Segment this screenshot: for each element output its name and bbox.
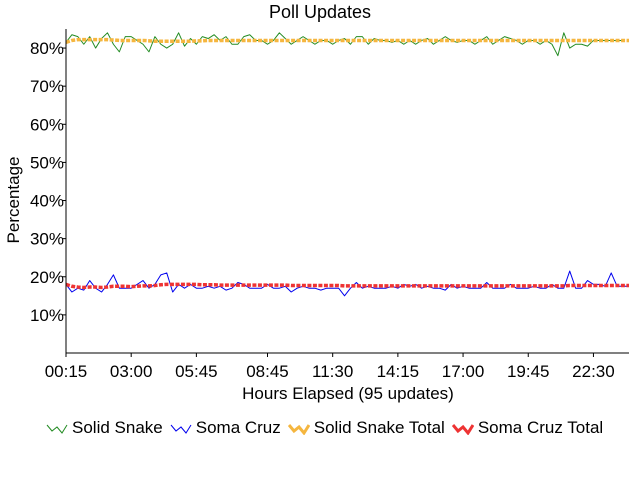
- x-ticks: 00:15 03:00 05:45 08:45 11:30 14:15 17:00 19:45…: [45, 353, 615, 381]
- legend: Solid Snake Soma Cruz Solid Snake Total …: [46, 418, 610, 438]
- legend-label: Soma Cruz Total: [477, 418, 604, 437]
- legend-label: Solid Snake Total: [313, 418, 445, 437]
- x-tick-label: 05:45: [175, 362, 218, 381]
- orange-line-icon: [287, 424, 310, 435]
- series-line-solid-snake-total: [65, 37, 629, 45]
- red-line-icon: [451, 424, 474, 435]
- legend-item-soma-cruz: Soma Cruz: [170, 418, 281, 438]
- series-layer: [65, 32, 629, 297]
- x-tick-label: 00:15: [45, 362, 88, 381]
- blue-line-icon: [170, 424, 192, 434]
- x-tick-label: 14:15: [377, 362, 420, 381]
- x-tick-label: 19:45: [507, 362, 550, 381]
- y-axis-label: Percentage: [4, 157, 23, 244]
- green-line-icon: [46, 424, 68, 434]
- x-tick-label: 03:00: [110, 362, 153, 381]
- series-line-soma-cruz: [65, 270, 629, 297]
- y-tick-label: 70%: [30, 77, 64, 96]
- x-tick-label: 17:00: [442, 362, 485, 381]
- x-tick-label: 22:30: [572, 362, 615, 381]
- legend-item-solid-snake: Solid Snake: [46, 418, 163, 438]
- y-tick-label: 60%: [30, 115, 64, 134]
- y-tick-label: 80%: [30, 39, 64, 58]
- axes-layer: [65, 29, 629, 354]
- y-tick-label: 20%: [30, 268, 64, 287]
- y-tick-label: 30%: [30, 230, 64, 249]
- legend-item-solid-snake-total: Solid Snake Total: [287, 418, 445, 438]
- x-tick-label: 11:30: [312, 362, 353, 381]
- y-ticks: 10% 20% 30% 40% 50% 60% 70% 80%: [30, 39, 66, 325]
- chart-title: Poll Updates: [269, 2, 371, 22]
- legend-label: Solid Snake: [72, 418, 163, 437]
- y-tick-label: 40%: [30, 192, 64, 211]
- legend-label: Soma Cruz: [195, 418, 281, 437]
- series-line-soma-cruz-total: [65, 282, 629, 290]
- legend-item-soma-cruz-total: Soma Cruz Total: [451, 418, 604, 438]
- x-tick-label: 08:45: [246, 362, 289, 381]
- x-axis-label: Hours Elapsed (95 updates): [242, 384, 454, 403]
- series-line-solid-snake: [65, 32, 624, 57]
- y-tick-label: 10%: [30, 306, 64, 325]
- y-tick-label: 50%: [30, 153, 64, 172]
